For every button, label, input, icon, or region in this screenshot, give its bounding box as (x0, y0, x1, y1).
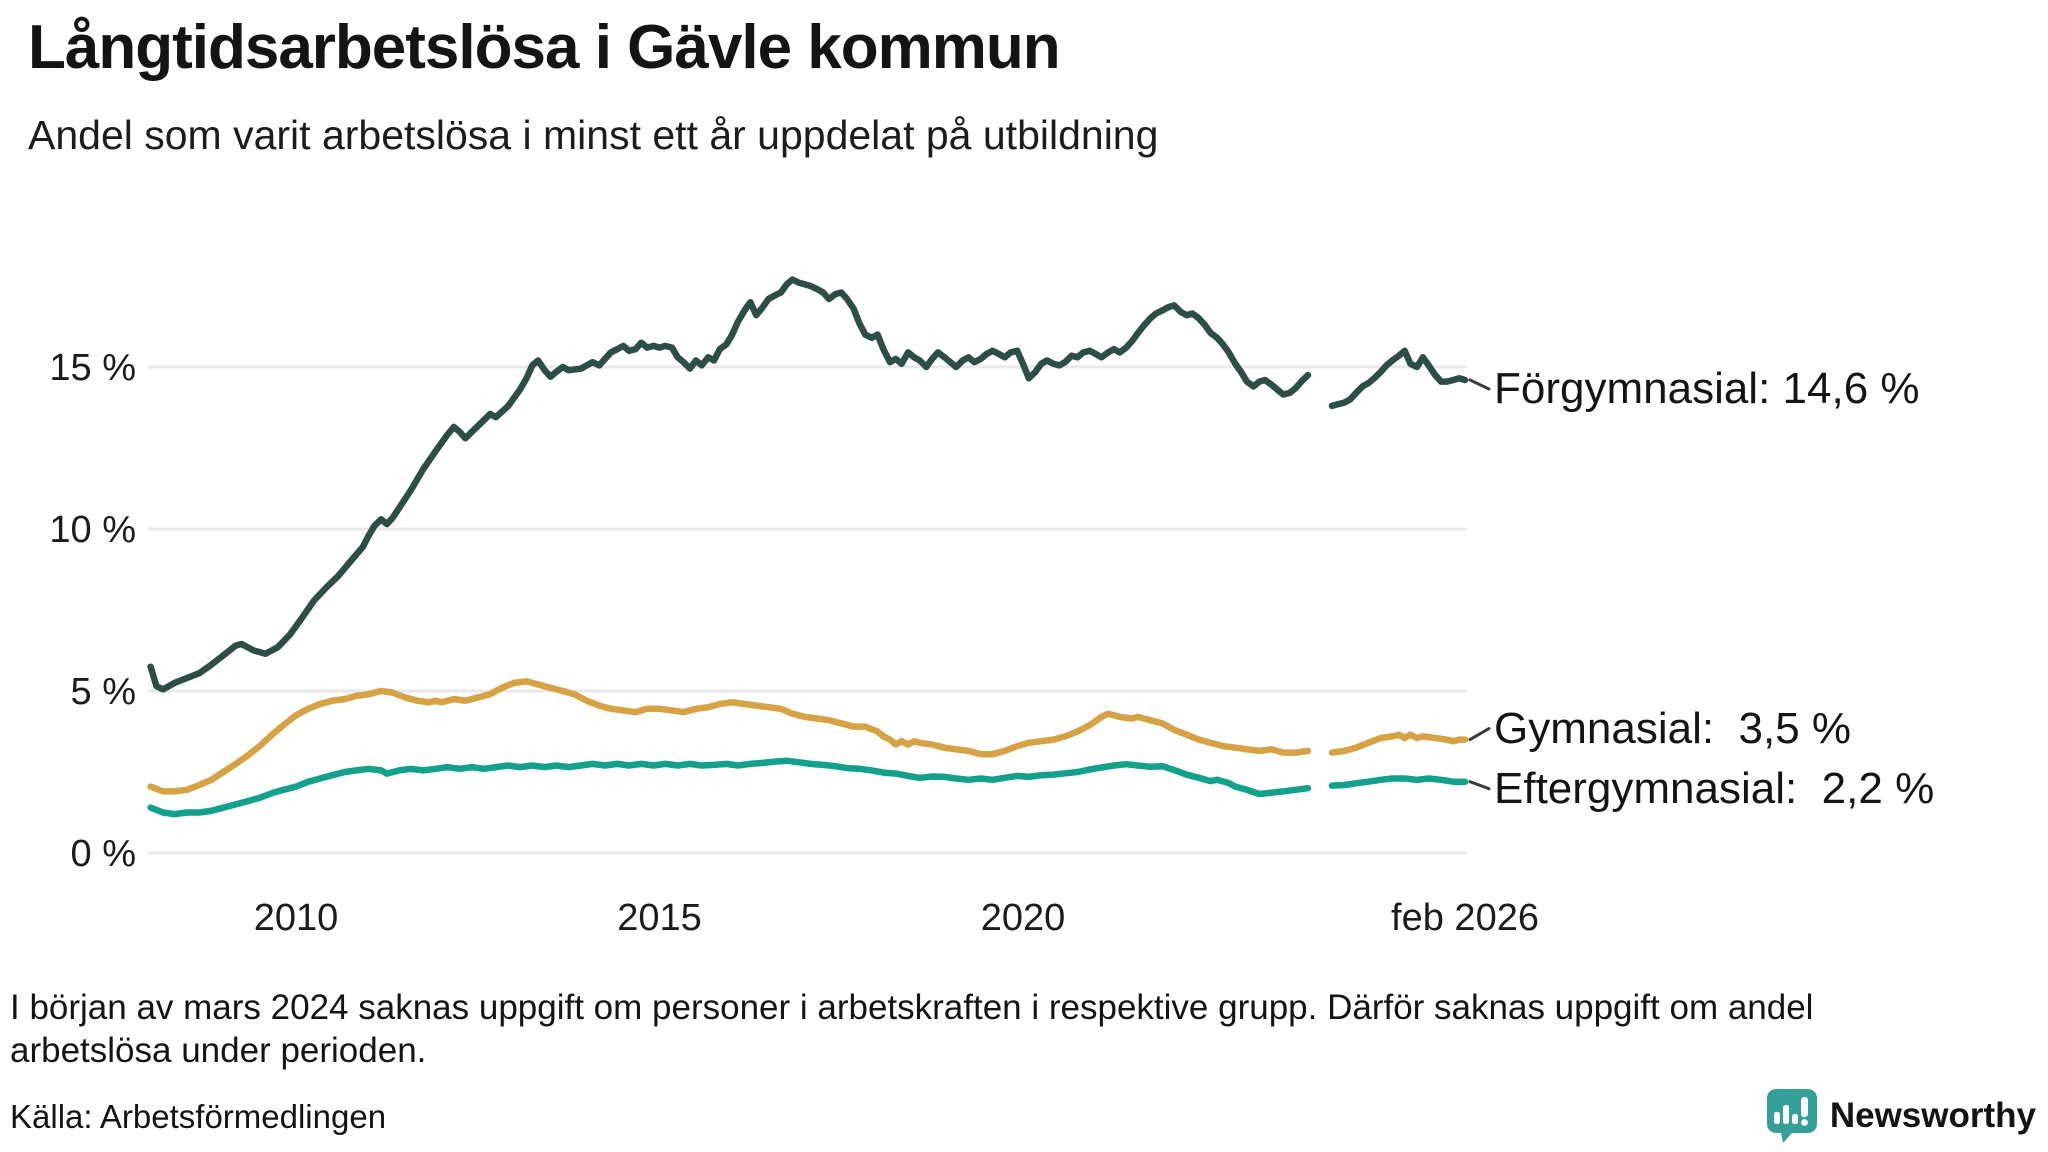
footnote: I början av mars 2024 saknas uppgift om … (10, 988, 1814, 1070)
series-end-label-forgymnasial: Förgymnasial: 14,6 % (1494, 363, 1920, 413)
series-line-gymnasial (1328, 731, 1469, 756)
series-line-förgymnasial (1328, 347, 1469, 410)
x-axis-tick-label: 2020 (981, 897, 1066, 939)
source-credit: Källa: Arbetsförmedlingen (10, 1098, 387, 1135)
series-end-label-eftergymnasial: Eftergymnasial: 2,2 % (1494, 763, 1935, 813)
y-axis-tick-label: 0 % (71, 833, 136, 875)
page-title: Långtidsarbetslösa i Gävle kommun (28, 13, 1061, 82)
label-leader-line (1468, 378, 1491, 391)
page-subtitle: Andel som varit arbetslösa i minst ett å… (28, 112, 1159, 158)
y-axis-tick-label: 10 % (49, 509, 136, 551)
series-line-eftergymnasial (147, 757, 1312, 818)
x-axis-tick-label: 2015 (617, 897, 702, 939)
y-axis-tick-label: 5 % (71, 671, 136, 713)
newsworthy-bubble-chart-icon (1766, 1089, 1817, 1143)
series-line-eftergymnasial (1328, 775, 1469, 789)
label-leader-line (1468, 727, 1491, 742)
y-axis-tick-label: 15 % (49, 347, 136, 389)
series-line-gymnasial (147, 678, 1312, 795)
x-axis-tick-label: feb 2026 (1391, 897, 1539, 939)
x-axis-tick-label: 2010 (254, 897, 339, 939)
series-end-label-gymnasial: Gymnasial: 3,5 % (1494, 703, 1852, 753)
newsworthy-wordmark: Newsworthy (1829, 1096, 2036, 1135)
newsworthy-logo: Newsworthy (1766, 1088, 2036, 1144)
label-leader-line (1468, 780, 1491, 791)
series-line-förgymnasial (147, 276, 1312, 693)
